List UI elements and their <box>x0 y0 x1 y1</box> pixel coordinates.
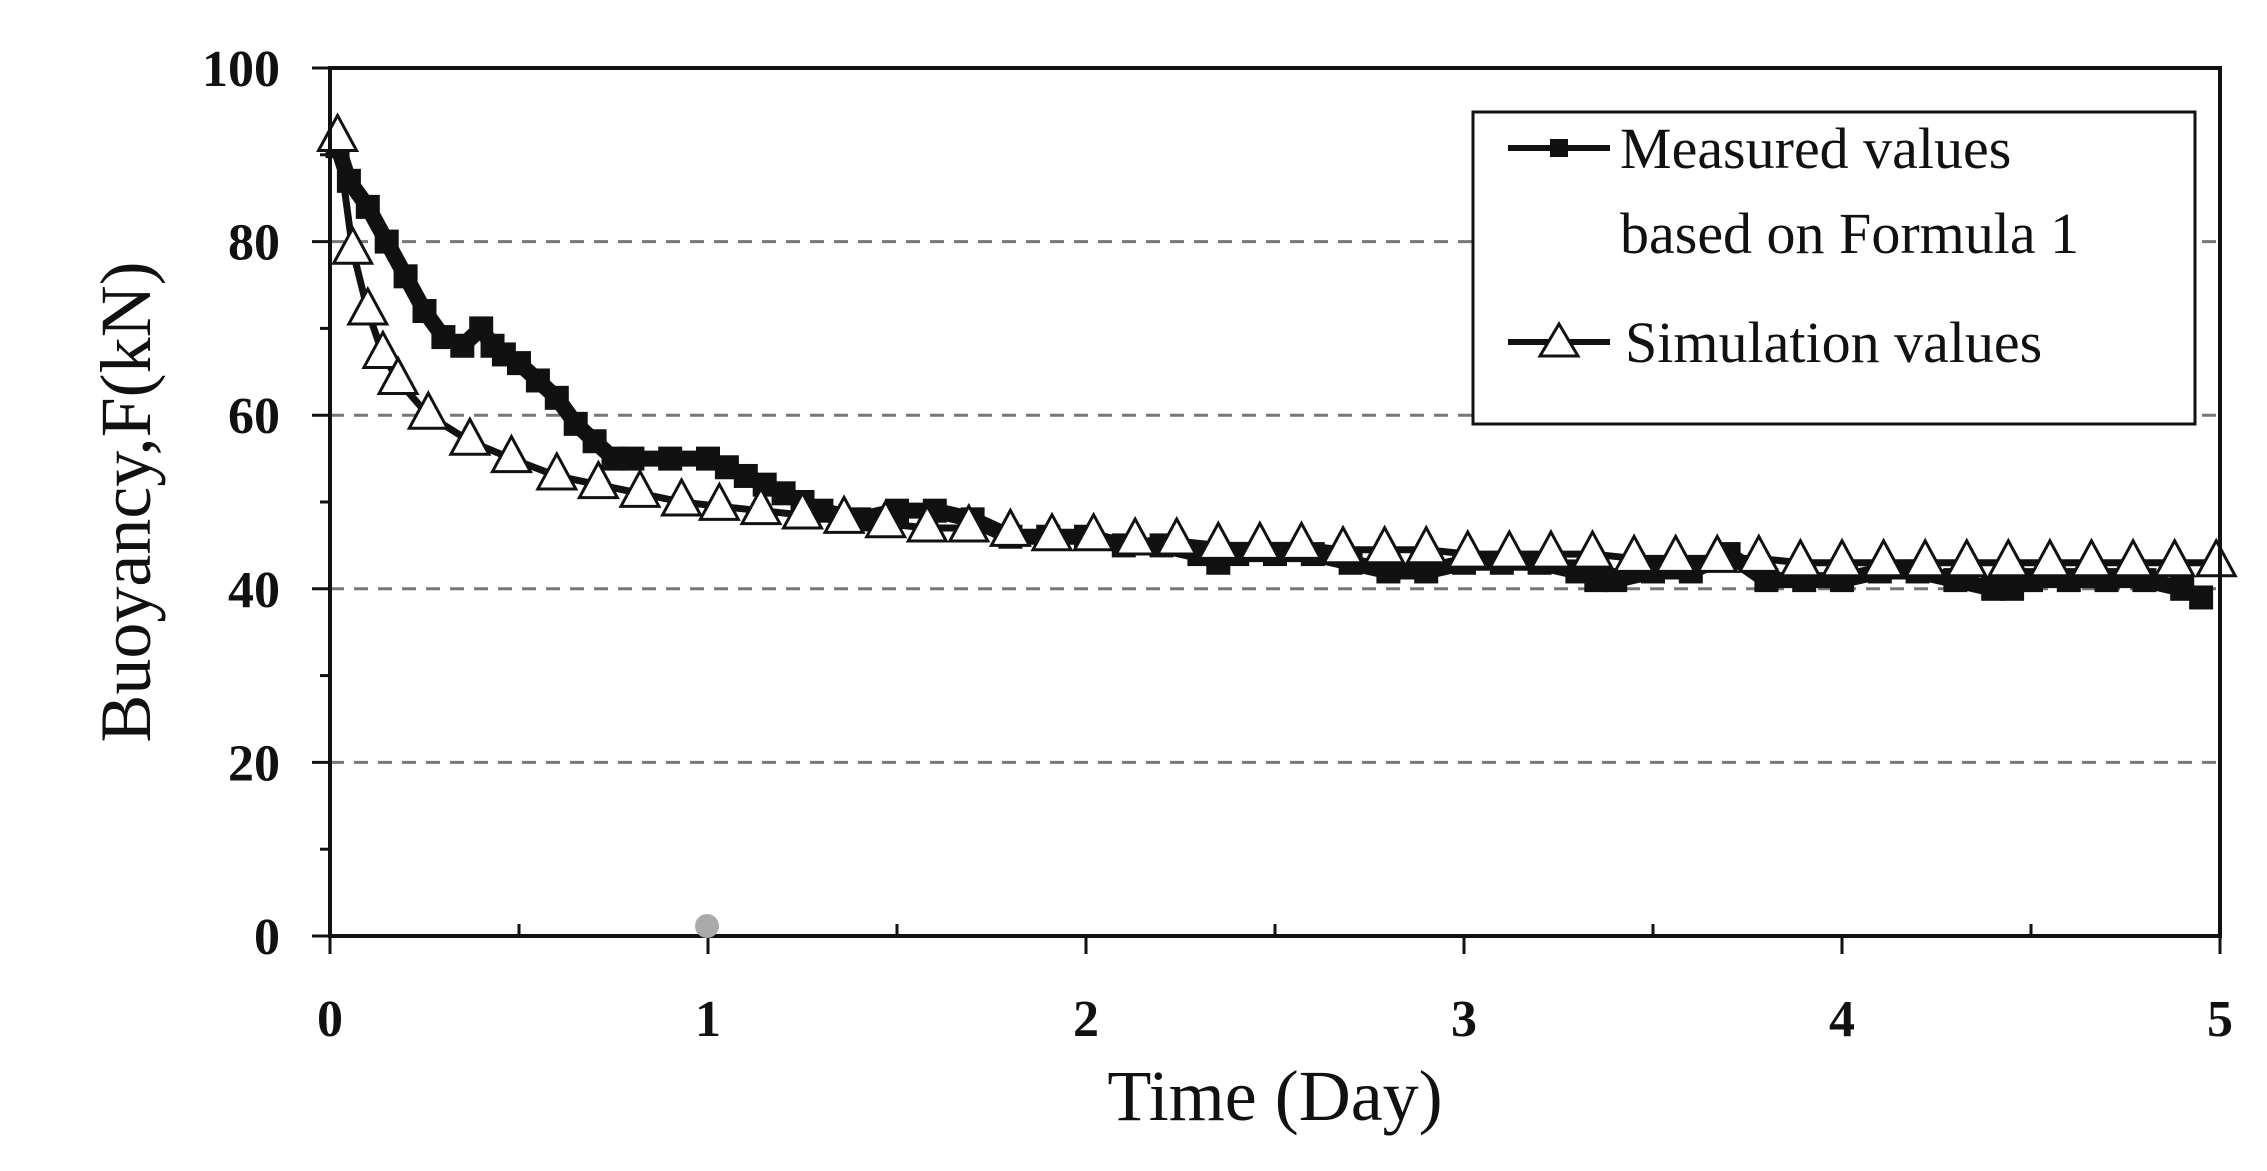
simulation-point <box>1695 533 1739 573</box>
simulation-point <box>1321 524 1365 565</box>
simulation-point <box>1903 537 1947 578</box>
simulation-point <box>2111 537 2155 578</box>
series-layer <box>316 112 2238 610</box>
simulation-point <box>1737 533 1781 573</box>
legend-label-measured-line2: based on Formula 1 <box>1620 201 2079 266</box>
tick-labels: 0 20 40 60 80 100 0 1 2 3 4 5 <box>202 41 2233 1048</box>
simulation-point <box>822 494 866 534</box>
simulation-point <box>1279 520 1323 560</box>
simulation-point <box>1945 537 1989 578</box>
simulation-point <box>864 498 908 539</box>
simulation-point <box>1529 528 1573 569</box>
x-axis-title: Time (Day) <box>1107 1056 1442 1136</box>
simulation-point <box>2194 537 2238 578</box>
simulation-point <box>618 468 662 508</box>
simulation-point <box>1612 533 1656 573</box>
x-tick-label: 0 <box>317 991 343 1048</box>
simulation-point <box>739 485 783 526</box>
simulation-point <box>697 481 741 521</box>
legend-box <box>1471 110 2197 426</box>
simulation-point <box>406 390 450 430</box>
simulation-point <box>1363 524 1407 565</box>
y-tick-label: 20 <box>228 735 280 792</box>
measured-point <box>658 446 683 471</box>
gridlines <box>330 240 2220 764</box>
simulation-point <box>1072 511 1116 552</box>
simulation-point <box>2028 537 2072 578</box>
legend-label-simulation: Simulation values <box>1625 310 2042 375</box>
simulation-point <box>361 329 405 369</box>
measured-point <box>355 194 380 219</box>
x-tick-label: 1 <box>695 991 721 1048</box>
simulation-point <box>1446 528 1490 569</box>
x-tick-label: 2 <box>1073 991 1099 1048</box>
simulation-point <box>1654 533 1698 573</box>
simulation-point <box>1238 520 1282 560</box>
legend-marker-simulation <box>1537 321 1581 358</box>
y-tick-label: 100 <box>202 41 280 98</box>
simulation-point <box>1820 537 1864 578</box>
legend-label-measured-line1: Measured values <box>1620 116 2011 181</box>
simulation-point <box>331 225 375 265</box>
simulation-point <box>1570 528 1615 569</box>
simulation-point <box>1986 537 2030 578</box>
simulation-point <box>780 489 825 530</box>
x-tick-label: 4 <box>1829 991 1855 1048</box>
y-tick-label: 60 <box>228 388 280 445</box>
legend: Measured values based on Formula 1 Simul… <box>1471 110 2197 426</box>
simulation-point <box>2069 537 2114 578</box>
simulation-point <box>1155 515 1199 556</box>
measured-point <box>412 299 437 324</box>
legend-marker-measured <box>1550 139 1568 157</box>
simulation-point <box>1487 528 1531 569</box>
simulation-point <box>448 416 492 456</box>
simulation-point <box>489 433 533 474</box>
series-simulation <box>316 112 2238 578</box>
measured-point <box>544 385 569 410</box>
simulation-point <box>1404 524 1448 565</box>
simulation-point <box>576 459 620 500</box>
measured-point <box>374 229 399 254</box>
measured-point <box>620 446 645 471</box>
simulation-point <box>535 450 579 491</box>
simulation-point <box>1778 537 1822 578</box>
simulation-point <box>2153 537 2197 578</box>
x-tick-label: 5 <box>2207 991 2233 1048</box>
simulation-point <box>376 355 420 395</box>
y-tick-label: 0 <box>254 909 280 966</box>
simulation-point <box>905 502 949 543</box>
simulation-point <box>1196 520 1240 560</box>
simulation-point <box>660 476 704 517</box>
y-tick-label: 40 <box>228 562 280 619</box>
measured-point <box>393 264 418 289</box>
simulation-point <box>1113 515 1157 556</box>
stray-dot <box>695 914 719 938</box>
simulation-point <box>1862 537 1906 578</box>
simulation-point <box>346 285 390 326</box>
measured-point <box>2189 585 2214 610</box>
x-tick-label: 3 <box>1451 991 1477 1048</box>
simulation-point <box>1030 511 1074 552</box>
simulation-point <box>988 507 1032 547</box>
axis-ticks <box>312 66 2222 954</box>
simulation-point <box>947 502 991 543</box>
y-axis-title: Buoyancy,F(kN) <box>86 261 166 742</box>
y-tick-label: 80 <box>228 215 280 272</box>
